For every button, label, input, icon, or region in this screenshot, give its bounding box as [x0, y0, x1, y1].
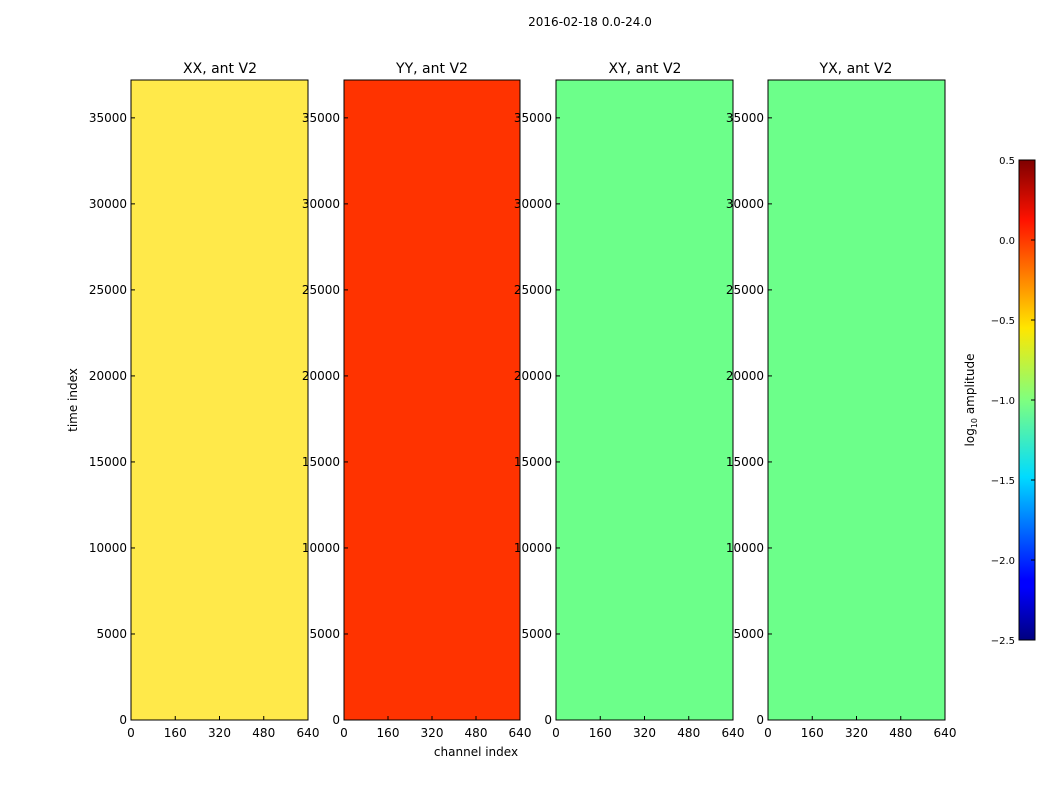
y-tick-label: 25000 — [514, 283, 552, 297]
colorbar-tick-label: 0.5 — [999, 156, 1015, 167]
y-tick-label: 5000 — [733, 627, 764, 641]
panel-title-yx: YX, ant V2 — [819, 61, 893, 77]
x-tick-label: 480 — [465, 726, 488, 740]
y-tick-label: 20000 — [726, 369, 764, 383]
y-tick-label: 20000 — [89, 369, 127, 383]
x-tick-label: 160 — [589, 726, 612, 740]
panel-xy: XY, ant V2 — [555, 61, 734, 721]
figure-title: 2016-02-18 0.0-24.0 — [528, 15, 652, 29]
y-tick-label: 15000 — [89, 455, 127, 469]
panel-yx: YX, ant V2 — [767, 61, 946, 721]
heatmap-yx — [768, 80, 945, 720]
y-tick-label: 5000 — [521, 627, 552, 641]
x-tick-label: 0 — [764, 726, 772, 740]
x-tick-label: 0 — [552, 726, 560, 740]
x-tick-label: 0 — [127, 726, 135, 740]
panel-title-xy: XY, ant V2 — [609, 61, 682, 77]
x-tick-label: 160 — [377, 726, 400, 740]
x-tick-label: 160 — [801, 726, 824, 740]
y-tick-label: 30000 — [514, 197, 552, 211]
y-tick-label: 25000 — [89, 283, 127, 297]
y-tick-label: 0 — [332, 713, 340, 727]
x-tick-label: 480 — [889, 726, 912, 740]
y-tick-label: 35000 — [514, 111, 552, 125]
x-tick-label: 480 — [252, 726, 275, 740]
colorbar-tick-label: −0.5 — [991, 316, 1015, 327]
y-tick-label: 20000 — [302, 369, 340, 383]
heatmap-xx — [131, 80, 308, 720]
y-tick-label: 20000 — [514, 369, 552, 383]
y-tick-label: 15000 — [726, 455, 764, 469]
y-tick-label: 25000 — [302, 283, 340, 297]
x-tick-label: 640 — [509, 726, 532, 740]
colorbar-tick-label: −1.0 — [991, 396, 1015, 407]
colorbar-tick-label: 0.0 — [999, 236, 1015, 247]
x-tick-label: 320 — [421, 726, 444, 740]
y-tick-label: 15000 — [302, 455, 340, 469]
colorbar-tick-label: −2.0 — [991, 556, 1015, 567]
y-tick-label: 25000 — [726, 283, 764, 297]
y-tick-label: 15000 — [514, 455, 552, 469]
y-tick-label: 5000 — [96, 627, 127, 641]
panel-title-yy: YY, ant V2 — [395, 61, 468, 77]
colorbar: log10 amplitude — [963, 159, 1036, 641]
y-tick-label: 5000 — [309, 627, 340, 641]
x-tick-label: 480 — [677, 726, 700, 740]
y-tick-label: 10000 — [89, 541, 127, 555]
colorbar-tick-label: −2.5 — [991, 636, 1015, 647]
y-tick-label: 35000 — [302, 111, 340, 125]
x-tick-label: 320 — [845, 726, 868, 740]
y-tick-label: 0 — [756, 713, 764, 727]
y-tick-label: 0 — [119, 713, 127, 727]
colorbar-label-sub: 10 — [970, 418, 979, 428]
y-tick-label: 30000 — [302, 197, 340, 211]
y-tick-label: 10000 — [726, 541, 764, 555]
colorbar-tick-label: −1.5 — [991, 476, 1015, 487]
panel-xx: XX, ant V2 — [130, 61, 309, 721]
y-tick-label: 30000 — [89, 197, 127, 211]
x-tick-label: 160 — [164, 726, 187, 740]
y-tick-label: 35000 — [89, 111, 127, 125]
colorbar-label: log10 amplitude — [963, 354, 979, 447]
x-tick-label: 640 — [297, 726, 320, 740]
colorbar-label-base: log — [963, 428, 977, 446]
y-tick-label: 30000 — [726, 197, 764, 211]
colorbar-label-rest: amplitude — [963, 354, 977, 418]
x-tick-label: 640 — [722, 726, 745, 740]
panel-yy: YY, ant V2 — [343, 61, 521, 721]
y-tick-label: 35000 — [726, 111, 764, 125]
x-axis-label: channel index — [434, 745, 518, 759]
heatmap-xy — [556, 80, 733, 720]
y-tick-label: 0 — [544, 713, 552, 727]
x-tick-label: 320 — [208, 726, 231, 740]
y-axis-label: time index — [66, 368, 80, 432]
y-tick-label: 10000 — [302, 541, 340, 555]
panel-title-xx: XX, ant V2 — [183, 61, 257, 77]
x-tick-label: 640 — [934, 726, 957, 740]
heatmap-yy — [344, 80, 520, 720]
y-tick-label: 10000 — [514, 541, 552, 555]
x-tick-label: 320 — [633, 726, 656, 740]
x-tick-label: 0 — [340, 726, 348, 740]
